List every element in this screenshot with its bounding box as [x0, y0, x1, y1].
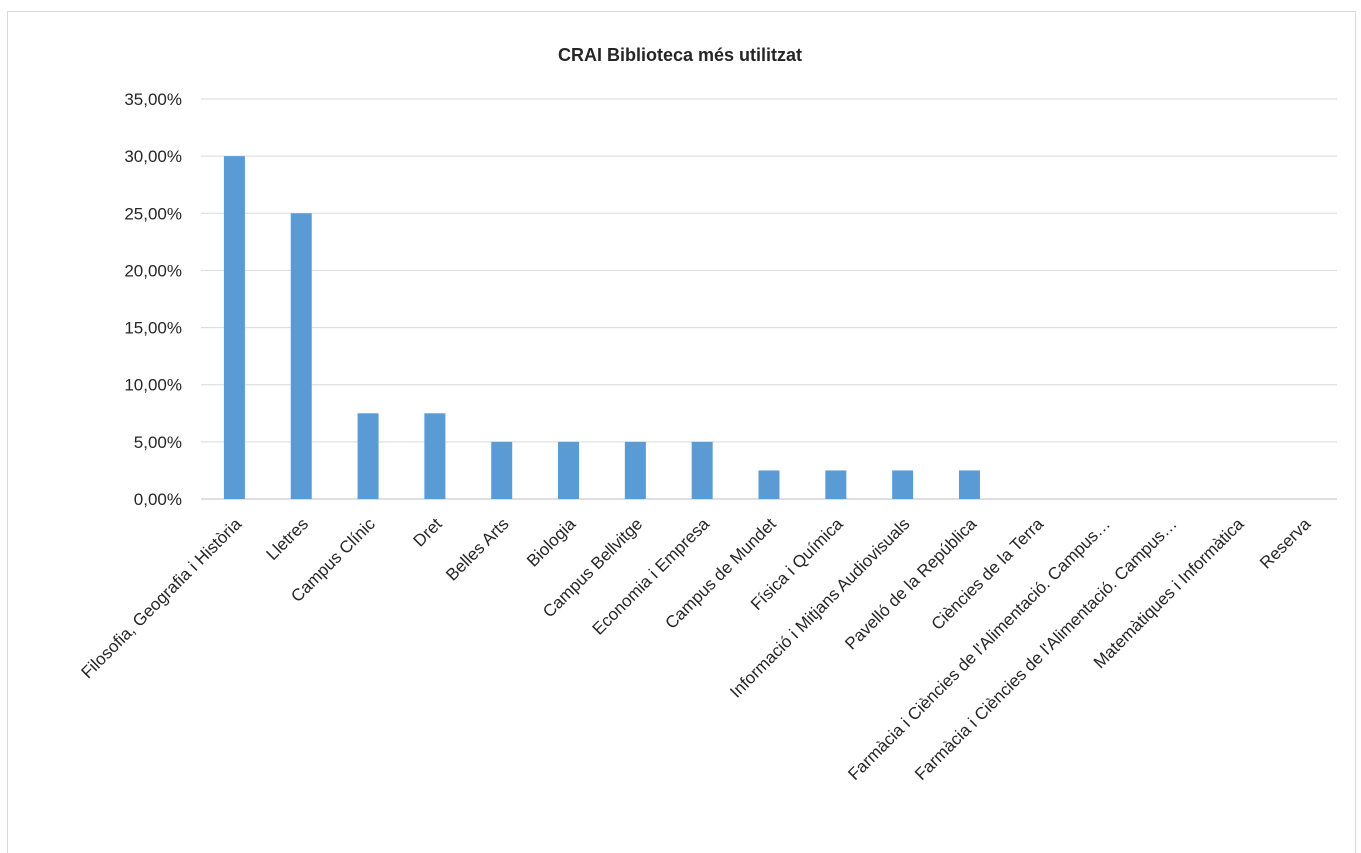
y-tick-label: 30,00% [124, 147, 182, 166]
y-tick-label: 10,00% [124, 376, 182, 395]
bar [958, 470, 980, 499]
x-tick-label: Economia i Empresa [589, 514, 714, 639]
bar [357, 413, 379, 499]
y-axis-ticks: 0,00% 5,00% 10,00% 15,00% 20,00% 25,00% 30,00%… [124, 90, 182, 509]
bars [223, 156, 980, 500]
gridlines [201, 98, 1337, 500]
y-tick-label: 5,00% [134, 433, 182, 452]
x-tick-label: Lletres [263, 514, 313, 564]
bar [892, 470, 914, 499]
chart-border [7, 11, 1356, 853]
y-tick-label: 35,00% [124, 90, 182, 109]
y-tick-label: 0,00% [134, 490, 182, 509]
y-tick-label: 25,00% [124, 204, 182, 223]
y-tick-label: 15,00% [124, 319, 182, 338]
bar [825, 470, 847, 499]
x-tick-label: Filosofia, Geografia i Història [77, 514, 245, 682]
bar [691, 441, 713, 499]
bar [758, 470, 780, 499]
x-tick-label: Reserva [1256, 514, 1315, 573]
y-tick-label: 20,00% [124, 261, 182, 280]
bar [290, 213, 312, 500]
x-axis-ticks: Filosofia, Geografia i Història Lletres Ca… [77, 514, 1314, 784]
bar [223, 156, 245, 499]
bar [424, 413, 446, 499]
bar [624, 441, 646, 499]
x-tick-label: Biologia [523, 514, 580, 571]
x-tick-label: Campus de Mundet [661, 514, 780, 633]
x-tick-label: Belles Arts [442, 514, 512, 584]
bar [491, 441, 513, 499]
chart-title: CRAI Biblioteca més utilitzat [558, 45, 802, 65]
x-tick-label: Dret [410, 514, 446, 550]
bar [558, 441, 580, 499]
x-tick-label: Pavelló de la República [841, 514, 980, 653]
x-tick-label: Ciències de la Terra [928, 514, 1048, 634]
